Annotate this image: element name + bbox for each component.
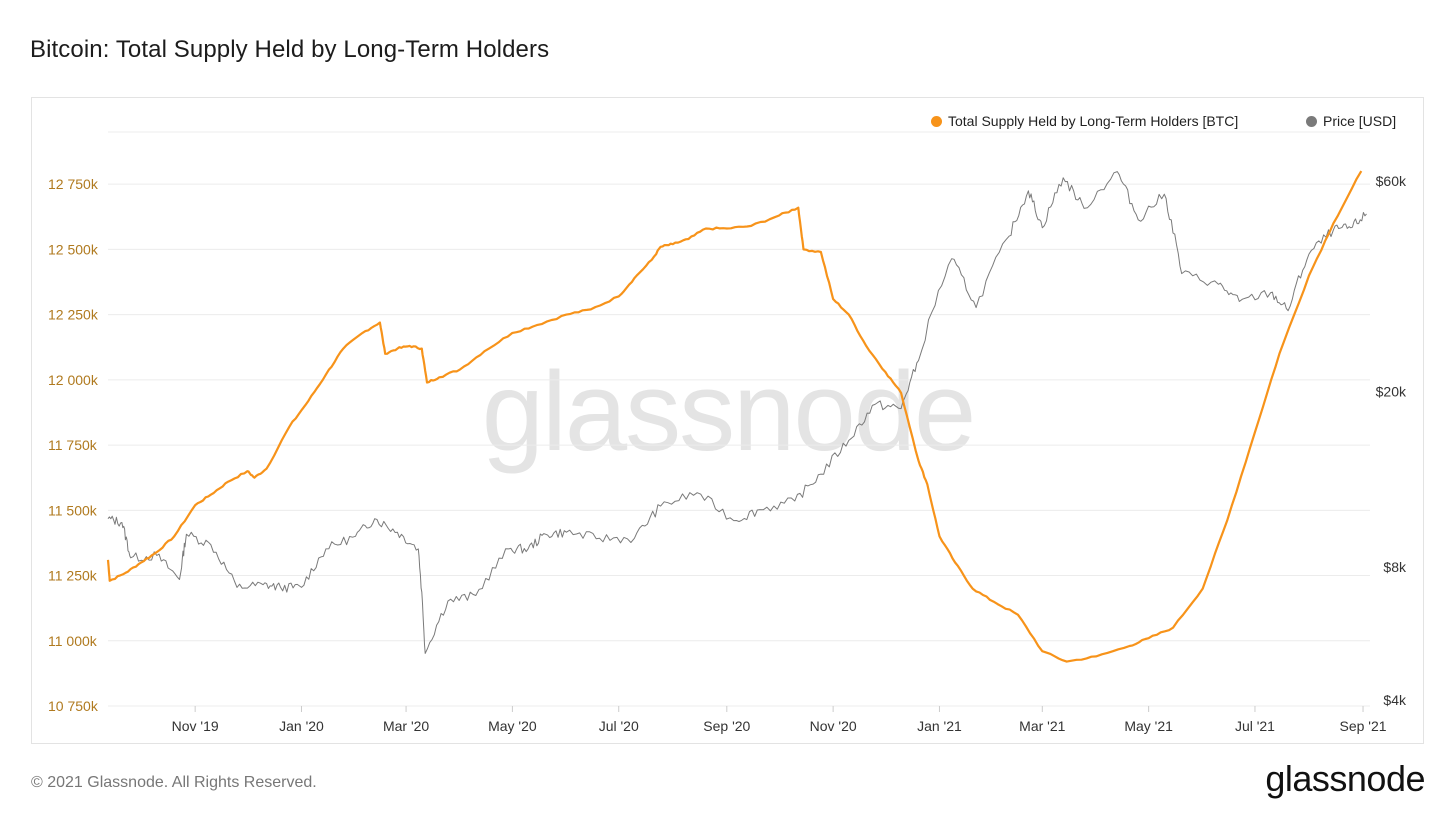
right-tick-label: $4k [1383, 692, 1407, 708]
left-tick-label: 12 000k [48, 372, 99, 388]
left-tick-label: 11 500k [48, 502, 98, 518]
left-tick-label: 11 250k [48, 568, 98, 584]
right-axis-ticks: $4k $8k $20k $60k [1376, 173, 1407, 708]
legend-label-price: Price [USD] [1323, 113, 1397, 129]
legend-dot-orange-icon [931, 115, 942, 127]
footer-copyright: © 2021 Glassnode. All Rights Reserved. [31, 774, 317, 791]
grid-lines [108, 131, 1370, 707]
x-tick-label: Jan '20 [279, 718, 324, 734]
right-tick-label: $60k [1376, 173, 1407, 189]
legend-item-lth-supply[interactable]: Total Supply Held by Long-Term Holders [… [931, 112, 1238, 130]
left-tick-label: 11 750k [48, 437, 98, 453]
x-tick-label: May '20 [488, 718, 537, 734]
left-tick-label: 12 500k [48, 241, 99, 257]
chart-frame [31, 97, 1424, 744]
x-tick-label: Jan '21 [917, 718, 962, 734]
series-line-lth-supply[interactable] [106, 170, 1363, 663]
x-tick-label: May '21 [1124, 718, 1173, 734]
x-tick-label: Nov '19 [172, 718, 219, 734]
left-tick-label: 10 750k [48, 698, 99, 714]
legend-dot-gray-icon [1306, 115, 1317, 127]
legend-item-price[interactable]: Price [USD] [1306, 112, 1396, 130]
series-line-price[interactable] [107, 171, 1367, 654]
x-tick-label: Nov '20 [810, 718, 857, 734]
chart-watermark: glassnode [482, 349, 975, 474]
x-tick-label: Sep '20 [703, 718, 750, 734]
glassnode-logo[interactable]: glassnode [1265, 758, 1425, 799]
right-tick-label: $20k [1376, 384, 1407, 400]
right-tick-label: $8k [1383, 559, 1407, 575]
left-tick-label: 11 000k [48, 633, 98, 649]
chart-title: Bitcoin: Total Supply Held by Long-Term … [30, 36, 550, 63]
left-tick-label: 12 750k [48, 176, 99, 192]
x-tick-label: Sep '21 [1340, 718, 1387, 734]
left-axis-ticks: 10 750k 11 000k 11 250k 11 500k 11 750k 12 00… [48, 176, 99, 714]
x-axis-ticks: Nov '19 Jan '20 Mar '20 May '20 Jul '20 Sep '… [172, 706, 1387, 734]
left-tick-label: 12 250k [48, 307, 99, 323]
x-tick-label: Jul '20 [599, 718, 639, 734]
x-tick-label: Mar '21 [1019, 718, 1065, 734]
x-tick-label: Mar '20 [383, 718, 429, 734]
legend-label-lth-supply: Total Supply Held by Long-Term Holders [… [948, 113, 1239, 129]
x-tick-label: Jul '21 [1235, 718, 1275, 734]
